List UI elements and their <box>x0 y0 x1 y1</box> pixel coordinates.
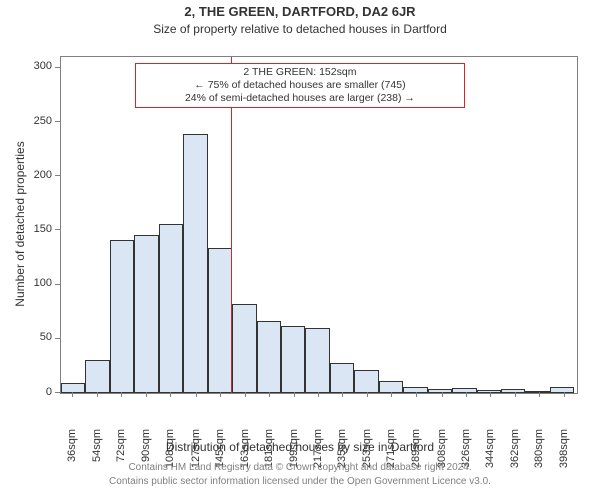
histogram-bar <box>525 391 549 393</box>
x-tick-mark <box>466 392 467 397</box>
histogram-bar <box>501 389 525 393</box>
histogram-bar <box>550 387 574 394</box>
annotation-line-2: ← 75% of detached houses are smaller (74… <box>140 79 460 92</box>
x-tick-mark <box>121 392 122 397</box>
y-tick-label: 100 <box>0 277 52 289</box>
x-tick-mark <box>391 392 392 397</box>
y-tick-mark <box>55 175 60 176</box>
x-tick-mark <box>220 392 221 397</box>
y-tick-label: 300 <box>0 60 52 72</box>
x-tick-mark <box>442 392 443 397</box>
footer-line-2: Contains public sector information licen… <box>0 476 600 487</box>
histogram-bar <box>452 388 476 393</box>
y-tick-mark <box>55 284 60 285</box>
x-tick-mark <box>416 392 417 397</box>
footer-line-1: Contains HM Land Registry data © Crown c… <box>0 462 600 473</box>
x-tick-mark <box>490 392 491 397</box>
annotation-line-3: 24% of semi-detached houses are larger (… <box>140 92 460 105</box>
y-tick-mark <box>55 67 60 68</box>
x-tick-mark <box>196 392 197 397</box>
y-tick-mark <box>55 392 60 393</box>
x-tick-mark <box>515 392 516 397</box>
x-tick-mark <box>170 392 171 397</box>
x-tick-mark <box>539 392 540 397</box>
x-tick-mark <box>72 392 73 397</box>
histogram-bar <box>61 383 85 393</box>
histogram-bar <box>208 248 232 393</box>
y-tick-label: 250 <box>0 115 52 127</box>
histogram-bar <box>330 363 354 393</box>
chart-title: 2, THE GREEN, DARTFORD, DA2 6JR <box>0 4 600 19</box>
x-tick-mark <box>367 392 368 397</box>
x-tick-mark <box>294 392 295 397</box>
y-tick-label: 200 <box>0 169 52 181</box>
annotation-box: 2 THE GREEN: 152sqm ← 75% of detached ho… <box>135 63 465 108</box>
histogram-bar <box>428 389 452 393</box>
x-tick-mark <box>564 392 565 397</box>
chart-subtitle: Size of property relative to detached ho… <box>0 22 600 36</box>
y-tick-label: 0 <box>0 386 52 398</box>
x-tick-mark <box>318 392 319 397</box>
histogram-bar <box>354 370 378 393</box>
annotation-line-1: 2 THE GREEN: 152sqm <box>140 66 460 79</box>
histogram-bar <box>477 390 501 393</box>
y-tick-mark <box>55 338 60 339</box>
x-tick-mark <box>342 392 343 397</box>
histogram-bar <box>159 224 183 393</box>
histogram-bar <box>305 328 329 393</box>
histogram-bar <box>134 235 158 393</box>
histogram-bar <box>257 321 281 393</box>
histogram-bar <box>232 304 256 393</box>
y-tick-mark <box>55 229 60 230</box>
histogram-bar <box>281 326 305 393</box>
y-tick-mark <box>55 121 60 122</box>
x-tick-mark <box>269 392 270 397</box>
x-tick-mark <box>245 392 246 397</box>
x-axis-label: Distribution of detached houses by size … <box>0 440 600 454</box>
y-tick-label: 50 <box>0 331 52 343</box>
x-tick-mark <box>146 392 147 397</box>
histogram-bar <box>85 360 109 393</box>
histogram-bar <box>110 240 134 393</box>
figure: 2, THE GREEN, DARTFORD, DA2 6JR Size of … <box>0 0 600 500</box>
y-tick-label: 150 <box>0 223 52 235</box>
histogram-bar <box>183 134 207 393</box>
x-tick-mark <box>97 392 98 397</box>
